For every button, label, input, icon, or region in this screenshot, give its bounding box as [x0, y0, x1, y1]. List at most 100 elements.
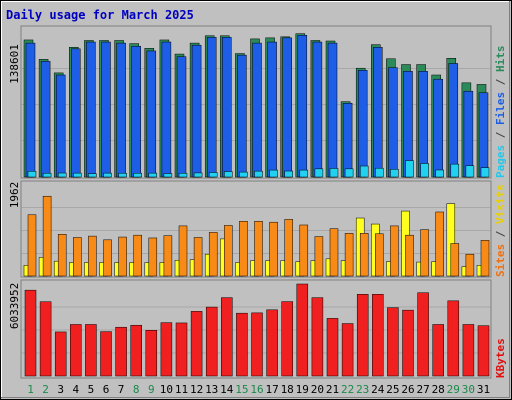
bar-files — [388, 67, 398, 178]
bar-pages — [118, 172, 127, 178]
day-label: 31 — [477, 383, 490, 396]
bar-pages — [375, 167, 384, 178]
bar-kbytes — [417, 292, 429, 377]
bar-pages — [103, 172, 112, 178]
bar-visits — [269, 221, 278, 277]
bar-visits — [450, 243, 460, 277]
legend-sep-2: / — [494, 78, 507, 85]
bar-pages — [450, 163, 460, 178]
bar-visits — [405, 234, 414, 277]
bar-files — [101, 41, 111, 178]
bar-files — [40, 61, 51, 178]
day-label: 1 — [27, 383, 34, 396]
bar-visits — [299, 224, 309, 277]
bar-visits — [359, 233, 369, 277]
bar-pages — [254, 170, 263, 178]
bar-visits — [239, 221, 248, 277]
bar-kbytes — [387, 307, 399, 377]
legend-visits: Visits — [494, 184, 507, 224]
bar-pages — [88, 173, 97, 178]
bar-visits — [284, 219, 293, 277]
legend-visits-sites: Sites / Visits — [494, 184, 507, 277]
bar-pages — [405, 160, 414, 178]
bar-visits — [480, 240, 490, 277]
bar-visits — [314, 236, 324, 277]
panel-visits-axis-max: 1962 — [8, 182, 21, 209]
bar-visits — [57, 234, 67, 277]
bar-kbytes — [266, 309, 278, 377]
day-label: 11 — [175, 383, 188, 396]
day-label: 19 — [296, 383, 309, 396]
day-label: 16 — [250, 383, 263, 396]
bar-kbytes — [85, 324, 97, 377]
bar-files — [373, 47, 383, 178]
bar-pages — [359, 165, 369, 178]
legend-sites: Sites — [494, 244, 507, 277]
bar-kbytes — [372, 294, 384, 377]
legend-sep-3: / — [494, 230, 507, 237]
bar-kbytes — [130, 324, 142, 377]
day-label: 6 — [103, 383, 110, 396]
bar-visits — [465, 253, 475, 277]
bar-files — [55, 74, 66, 178]
bar-visits — [193, 237, 203, 277]
bar-kbytes — [70, 324, 82, 377]
bar-files — [312, 41, 323, 178]
bar-kbytes — [296, 283, 309, 377]
day-label: 7 — [118, 383, 125, 396]
day-label: 8 — [133, 383, 140, 396]
bar-kbytes — [356, 294, 369, 377]
bar-files — [237, 54, 247, 178]
bar-kbytes — [462, 324, 475, 377]
day-label: 29 — [447, 383, 460, 396]
bar-visits — [42, 195, 52, 277]
bar-pages — [435, 169, 444, 178]
legend-kbytes: KBytes — [494, 338, 507, 378]
day-label: 25 — [386, 383, 399, 396]
bar-pages — [27, 170, 37, 178]
bar-pages — [178, 172, 188, 178]
bar-files — [433, 78, 443, 178]
day-label: 22 — [341, 383, 354, 396]
bar-pages — [133, 172, 142, 178]
bar-files — [282, 37, 292, 178]
chart-title: Daily usage for March 2025 — [6, 8, 194, 22]
bar-pages — [73, 172, 82, 178]
bar-files — [71, 48, 81, 178]
bar-visits — [148, 237, 158, 277]
legend-hits-files-pages: Pages / Files / Hits — [494, 46, 507, 179]
bar-pages — [193, 172, 203, 178]
bar-pages — [390, 169, 399, 178]
bar-visits — [73, 237, 82, 277]
bar-visits — [133, 234, 142, 277]
bar-files — [146, 50, 157, 178]
bar-pages — [344, 168, 354, 178]
day-label: 23 — [356, 383, 369, 396]
bar-files — [161, 41, 172, 178]
bar-visits — [390, 225, 399, 277]
bar-kbytes — [24, 289, 37, 377]
bar-files — [297, 34, 308, 178]
bar-kbytes — [236, 312, 248, 377]
panel-hits-axis-max: 138601 — [8, 44, 21, 84]
day-label: 20 — [311, 383, 324, 396]
bar-visits — [27, 214, 37, 277]
bar-kbytes — [447, 300, 460, 377]
legend-pages: Pages — [494, 145, 507, 178]
bar-kbytes — [221, 297, 233, 377]
bar-pages — [148, 172, 158, 178]
day-label: 24 — [371, 383, 385, 396]
legend-files: Files — [494, 92, 507, 125]
legend-sep-1: / — [494, 131, 507, 138]
bar-pages — [163, 173, 173, 178]
bar-visits — [254, 221, 263, 277]
bar-kbytes — [311, 297, 324, 377]
day-labels: 1 2 3 4 5 6 7 8 9 10 11 12 13 14 15 16 17 18 19 20 21 22 23 24 2… — [27, 383, 490, 396]
bar-kbytes — [160, 322, 173, 377]
bar-kbytes — [281, 301, 293, 377]
day-label: 15 — [235, 383, 248, 396]
bar-files — [267, 41, 277, 178]
bar-visits — [103, 239, 112, 277]
bar-kbytes — [115, 326, 127, 377]
